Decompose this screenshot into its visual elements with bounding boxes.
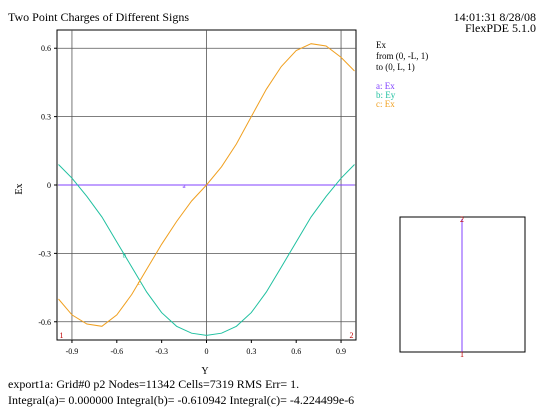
x-tick-label-0: -0.9 [66,347,79,356]
footer-stats: export1a: Grid#0 p2 Nodes=11342 Cells=73… [8,377,299,391]
x-axis-label: Y [201,366,208,377]
legend-from: from (0, -L, 1) [376,51,428,61]
version-label: FlexPDE 5.1.0 [465,21,536,35]
inset-marker-top: 2 [460,215,464,224]
endpoint-marker-start: 1 [59,331,63,340]
timestamp: 14:01:31 8/28/08 [454,10,536,24]
series-line-b [58,164,355,336]
series-lines: a b c [58,43,355,336]
legend-entry-c: c: Ex [376,99,395,109]
series-label-c: c [138,279,141,287]
x-tick-label-4: 0.3 [246,347,256,356]
endpoint-marker-end: 2 [350,331,354,340]
x-tick-label-6: 0.9 [336,347,346,356]
y-axis-label: Ex [14,183,25,194]
legend-heading: Ex [376,40,386,50]
y-tick-label-0: -0.6 [38,318,51,327]
footer-integrals: Integral(a)= 0.000000 Integral(b)= -0.61… [8,393,354,407]
y-tick-label-1: -0.3 [38,249,51,258]
y-tick-label-2: 0 [47,181,51,190]
legend: Ex from (0, -L, 1) to (0, L, 1) a: Ex b:… [376,40,428,109]
y-tick-label-3: 0.3 [41,113,51,122]
x-tick-label-2: -0.3 [155,347,168,356]
x-tick-label-3: 0 [205,347,209,356]
series-label-b: b [123,252,127,260]
axis-ticks: -0.6 -0.3 0 0.3 0.6 -0.9 -0.6 -0.3 0 0.3 0.6 0.9 1 2 [38,44,353,356]
legend-entry-b: b: Ey [376,90,396,100]
chart-title: Two Point Charges of Different Signs [8,10,189,24]
inset-marker-bottom: 1 [460,350,464,359]
legend-entry-a: a: Ex [376,81,395,91]
y-tick-label-4: 0.6 [41,44,51,53]
series-line-c [58,43,355,327]
legend-to: to (0, L, 1) [376,62,415,72]
inset-domain: 2 1 [399,215,526,359]
x-tick-label-1: -0.6 [110,347,123,356]
x-tick-label-5: 0.6 [291,347,301,356]
series-label-a: a [183,182,187,190]
